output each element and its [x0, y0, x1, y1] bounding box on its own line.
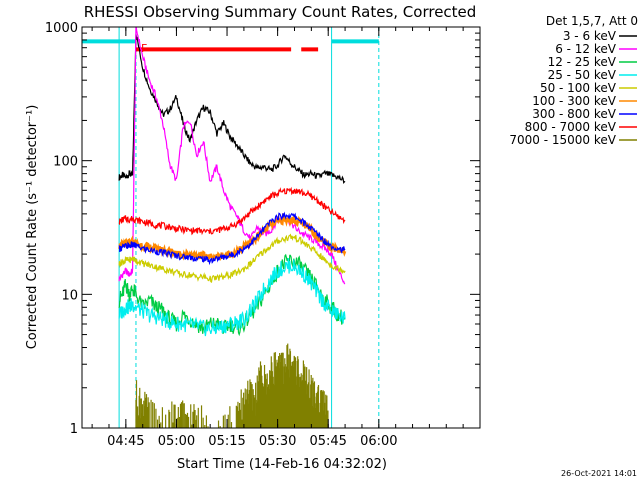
- series-7000-15000-kev: [135, 343, 329, 428]
- plot-area: [81, 26, 481, 429]
- x-axis-label: Start Time (14-Feb-16 04:32:02): [177, 457, 387, 472]
- series-line: [118, 211, 346, 266]
- y-tick-label: 1000: [45, 21, 78, 36]
- legend-title: Det 1,5,7, Att 0: [546, 14, 638, 28]
- series-line: [118, 233, 346, 283]
- series-50-100-kev: [118, 233, 346, 283]
- series-300-800-kev: [118, 211, 346, 266]
- x-tick-label: 05:15: [208, 434, 245, 449]
- legend-label: 100 - 300 keV: [532, 94, 616, 108]
- plot-content: [82, 27, 380, 428]
- x-tick-label: 04:45: [107, 434, 144, 449]
- series-25-50-kev: [118, 258, 346, 337]
- y-axis: 1 10 100 1000: [45, 21, 480, 437]
- y-tick-label: 100: [53, 155, 78, 170]
- series-3-6-kev: [118, 34, 346, 184]
- legend-label: 25 - 50 keV: [548, 68, 617, 82]
- series-800-7000-kev: [118, 186, 346, 236]
- series-line: [118, 258, 346, 337]
- legend-label: 3 - 6 keV: [563, 29, 617, 43]
- y-tick-label: 10: [61, 288, 78, 303]
- series-6-12-kev: [118, 27, 346, 285]
- legend-label: 7000 - 15000 keV: [509, 133, 616, 147]
- series-line: [118, 186, 346, 236]
- y-axis-label: Corrected Count Rate (s⁻¹ detector⁻¹): [25, 105, 40, 350]
- timestamp: 26-Oct-2021 14:01: [561, 469, 637, 478]
- x-tick-label: 05:00: [158, 434, 195, 449]
- plot-frame: [81, 26, 481, 429]
- legend-label: 50 - 100 keV: [540, 81, 617, 95]
- legend-label: 300 - 800 keV: [532, 107, 616, 121]
- legend-label: 6 - 12 keV: [555, 42, 617, 56]
- legend-label: 800 - 7000 keV: [525, 120, 617, 134]
- series-line: [118, 34, 346, 184]
- flare-flag-label: F: [141, 42, 147, 55]
- legend-label: 12 - 25 keV: [548, 55, 617, 69]
- series-line: [118, 27, 346, 285]
- x-tick-label: 05:30: [259, 434, 296, 449]
- chart-title: RHESSI Observing Summary Count Rates, Co…: [84, 3, 477, 21]
- x-tick-label: 06:00: [360, 434, 397, 449]
- x-axis: 04:45 05:00 05:15 05:30 05:45 06:00: [91, 27, 481, 449]
- x-tick-label: 05:45: [309, 434, 346, 449]
- y-tick-label: 1: [70, 422, 78, 437]
